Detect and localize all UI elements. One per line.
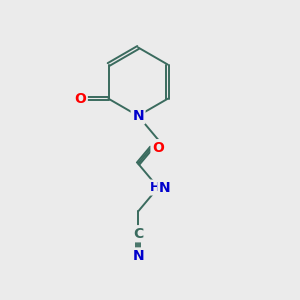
Text: C: C	[133, 227, 143, 241]
Text: N: N	[132, 109, 144, 123]
Text: O: O	[74, 92, 86, 106]
Text: N: N	[159, 181, 170, 194]
Text: N: N	[132, 249, 144, 263]
Text: O: O	[152, 141, 164, 155]
Text: H: H	[149, 181, 160, 194]
